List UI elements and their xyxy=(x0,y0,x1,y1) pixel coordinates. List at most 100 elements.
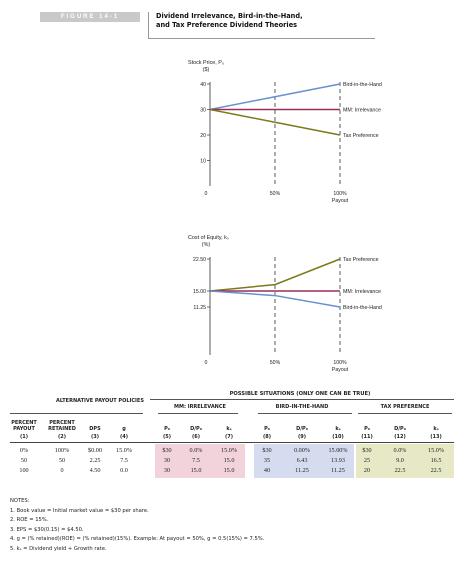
table-cell: 40 xyxy=(263,467,271,474)
column-number: (9) xyxy=(297,434,307,440)
table-cell: 30 xyxy=(163,467,171,474)
column-header: P₀ xyxy=(364,426,370,432)
table-cell: 15.0 xyxy=(223,467,235,474)
table-cell: 20 xyxy=(363,467,371,474)
table-cell: 25 xyxy=(363,457,371,464)
table-cell: $30 xyxy=(262,447,272,454)
super-header-rule xyxy=(150,399,454,400)
table-cell: 50 xyxy=(20,457,28,464)
table-cell: 100% xyxy=(54,447,70,454)
tax-group-rule xyxy=(358,413,452,414)
x-axis-label: Payout xyxy=(332,198,349,204)
column-header: PERCENT PAYOUT xyxy=(11,420,37,432)
column-header: D/P₀ xyxy=(394,426,406,432)
x-tick-label: 100% xyxy=(333,360,347,366)
table-cell: 15.0 xyxy=(223,457,235,464)
notes-heading: NOTES: xyxy=(10,498,30,504)
figure-badge: FIGURE 14-1 xyxy=(40,12,140,22)
column-header: DPS xyxy=(89,426,101,432)
column-number: (12) xyxy=(394,434,406,440)
column-number: (6) xyxy=(191,434,201,440)
column-header: kₛ xyxy=(335,426,341,432)
y-axis-label: Stock Price, P₀ xyxy=(188,60,224,66)
table-cell: 15.0% xyxy=(428,447,444,454)
column-number: (2) xyxy=(57,434,67,440)
table-cell: 15.0 xyxy=(190,467,202,474)
notes: NOTES: 1. Book value = Initial market va… xyxy=(10,497,264,554)
series-line xyxy=(209,83,341,111)
table-cell: 30 xyxy=(163,457,171,464)
series-line xyxy=(209,258,341,292)
table-cell: 100 xyxy=(19,467,29,474)
table-cell: 0.0% xyxy=(393,447,407,454)
x-tick-label: 50% xyxy=(270,360,281,366)
column-number: (13) xyxy=(430,434,442,440)
column-number: (11) xyxy=(361,434,373,440)
table-cell: 15.00% xyxy=(328,447,348,454)
figure-header: FIGURE 14-1 Dividend Irrelevance, Bird-i… xyxy=(0,0,459,40)
column-header: D/P₀ xyxy=(190,426,202,432)
note-item: 1. Book value = Initial market value = $… xyxy=(10,507,149,514)
x-tick-label: 0 xyxy=(205,191,208,197)
alt-group-rule xyxy=(10,413,143,414)
y-tick-label: 11.25 xyxy=(193,305,206,311)
table-cell: 15.0% xyxy=(221,447,237,454)
column-header: g xyxy=(122,426,126,432)
table-cell: $0.00 xyxy=(88,447,102,454)
column-header: PERCENT RETAINED xyxy=(48,420,76,432)
figure-title-line-2: and Tax Preference Dividend Theories xyxy=(156,21,298,29)
table-cell: 13.93 xyxy=(331,457,345,464)
y-axis-unit: (%) xyxy=(202,242,211,248)
table-cell: 35 xyxy=(263,457,271,464)
table-super-header: POSSIBLE SITUATIONS (ONLY ONE CAN BE TRU… xyxy=(229,391,371,397)
column-number: (7) xyxy=(224,434,234,440)
possible-situations-table: POSSIBLE SITUATIONS (ONLY ONE CAN BE TRU… xyxy=(0,384,459,484)
note-item: 5. kₛ = Dividend yield + Growth rate. xyxy=(10,545,107,552)
table-cell: 11.25 xyxy=(295,467,309,474)
table-cell: 22.5 xyxy=(394,467,406,474)
y-tick-label: 22.50 xyxy=(193,257,206,263)
bird-shaded-block xyxy=(254,444,354,478)
note-item: 4. g = (% retained)(ROE) = (% retained)(… xyxy=(10,536,265,542)
series-line xyxy=(209,290,341,308)
y-tick-label: 40 xyxy=(200,82,206,88)
table-cell: 0% xyxy=(19,447,29,454)
header-bottom-rule xyxy=(10,442,454,443)
table-cell: $30 xyxy=(162,447,172,454)
column-number: (5) xyxy=(162,434,172,440)
x-tick-label: 0 xyxy=(205,360,208,366)
column-header: P₀ xyxy=(164,426,170,432)
table-cell: 0.0 xyxy=(120,467,128,474)
figure-title-frame xyxy=(148,12,375,39)
x-tick-label: 100% xyxy=(333,191,347,197)
series-label: MM: Irrelevance xyxy=(343,289,381,295)
mm-group-rule xyxy=(158,413,238,414)
table-cell: 15.0% xyxy=(116,447,132,454)
group-bird-in-the-hand: BIRD-IN-THE-HAND xyxy=(275,404,329,410)
table-cell: 7.5 xyxy=(192,457,200,464)
y-tick-label: 10 xyxy=(200,159,206,165)
table-cell: 0.00% xyxy=(294,447,310,454)
mm-shaded-block xyxy=(155,444,245,478)
column-header: kₛ xyxy=(433,426,439,432)
table-cell: 16.5 xyxy=(430,457,442,464)
table-cell: 22.5 xyxy=(430,467,442,474)
column-header: kₛ xyxy=(226,426,232,432)
column-header: D/P₀ xyxy=(296,426,308,432)
column-number: (1) xyxy=(19,434,29,440)
table-cell: 6.43 xyxy=(296,457,308,464)
column-number: (4) xyxy=(119,434,129,440)
table-cell: 7.5 xyxy=(120,457,128,464)
y-tick-label: 20 xyxy=(200,133,206,139)
table-cell: 11.25 xyxy=(331,467,345,474)
table-cell: 9.0 xyxy=(396,457,404,464)
column-header: P₀ xyxy=(264,426,270,432)
table-cell: 50 xyxy=(58,457,66,464)
series-label: Bird-in-the-Hand xyxy=(343,305,382,311)
column-number: (3) xyxy=(90,434,100,440)
series-line xyxy=(209,108,341,136)
column-number: (10) xyxy=(332,434,344,440)
table-cell: 0.0% xyxy=(189,447,203,454)
series-label: MM: Irrelevance xyxy=(343,108,381,114)
figure-title-line-1: Dividend Irrelevance, Bird-in-the-Hand, xyxy=(156,12,303,20)
